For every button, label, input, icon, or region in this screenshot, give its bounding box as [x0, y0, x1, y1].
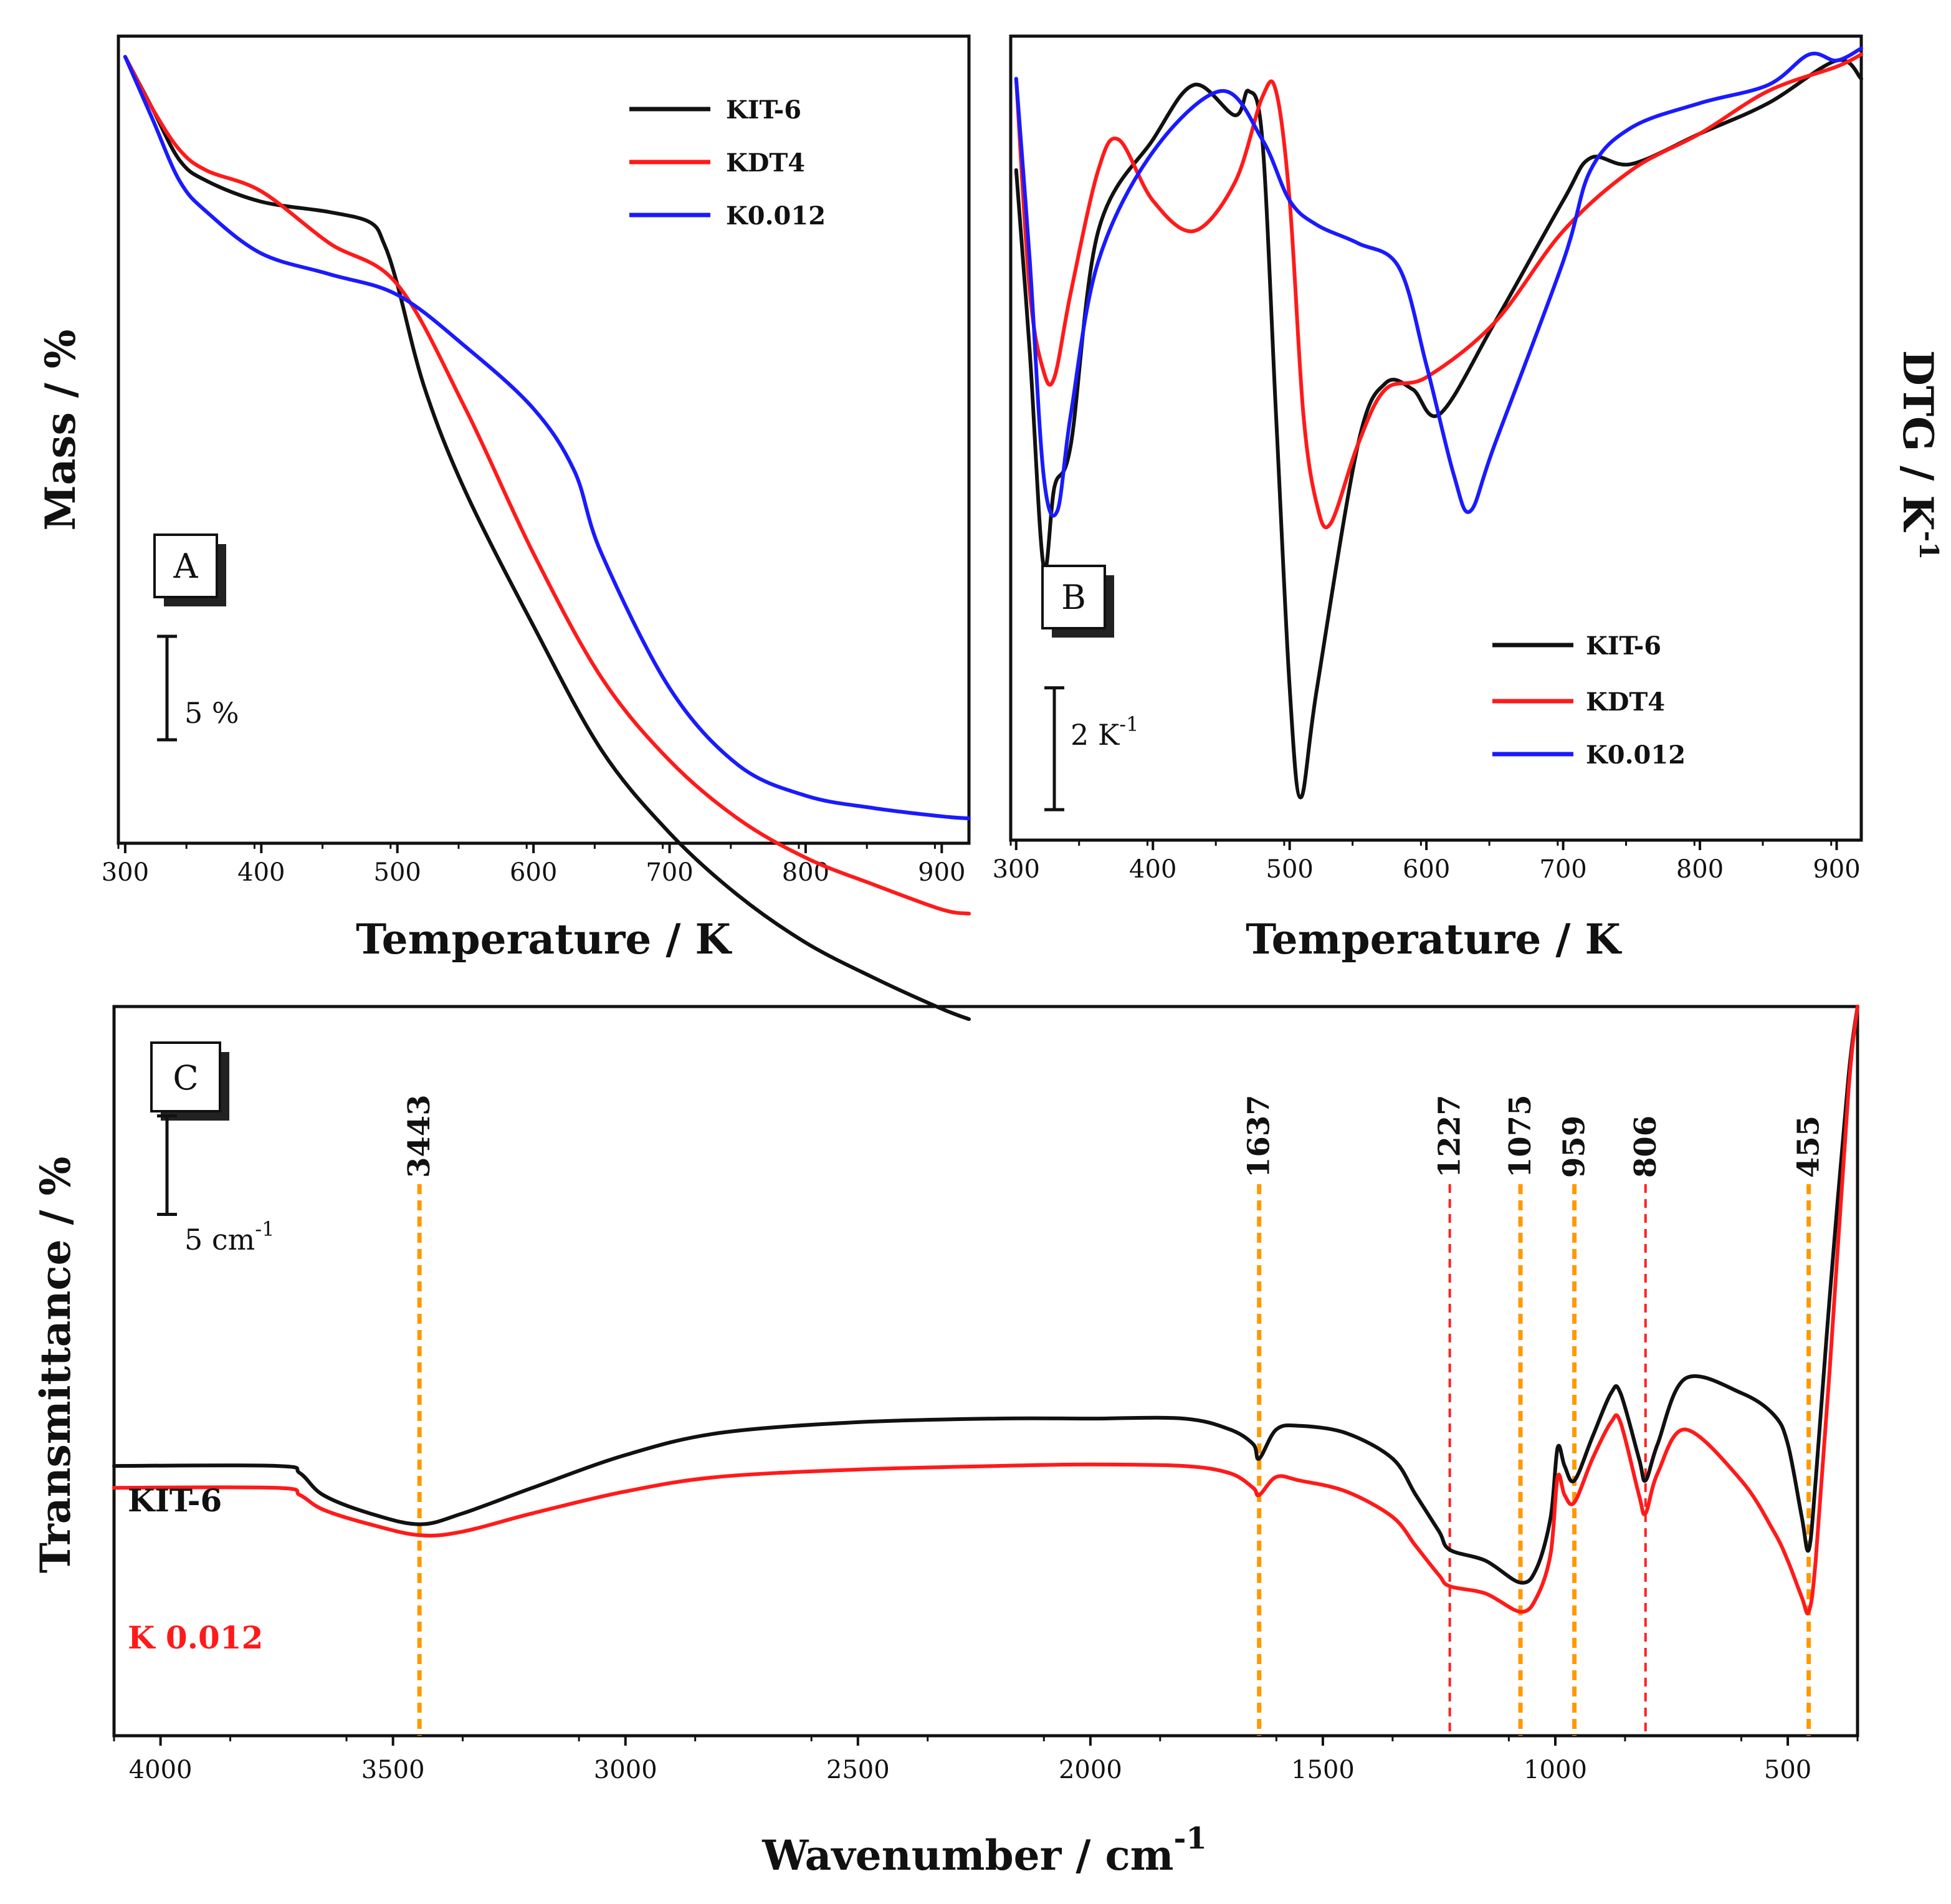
panel-c-ftir-chart: 3443 1637 1227 1075 959 806 455 4000 3500 3000 25…: [31, 1005, 1859, 1880]
panel-c-peak-markers: 3443 1637 1227 1075 959 806 455: [402, 1094, 1826, 1736]
x-tick-label: 400: [1129, 855, 1176, 884]
x-tick-label: 500: [1266, 855, 1314, 884]
panel-b-legend: KIT-6 KDT4 K0.012: [1492, 631, 1686, 770]
series-line-k0012: [123, 55, 971, 821]
panel-b-y-axis-label: DTG / K-1: [1894, 350, 1944, 560]
x-tick-label: 2500: [826, 1756, 890, 1784]
x-tick-label: 600: [510, 858, 557, 887]
legend-label-kdt4: KDT4: [1586, 687, 1665, 717]
legend-label-kit6: KIT-6: [726, 95, 801, 125]
peak-label-1637: 1637: [1242, 1094, 1277, 1178]
series-line-kdt4: [123, 55, 971, 916]
x-tick-label: 900: [1813, 855, 1860, 884]
panel-b-dtg-chart: 300 400 500 600 700 800 900 Temperature / K DT…: [993, 34, 1944, 964]
x-tick-label: 1000: [1524, 1756, 1587, 1784]
series-line-kit6: [1014, 58, 1863, 800]
x-tick-label: 500: [1764, 1756, 1811, 1784]
x-tick-label: 900: [918, 858, 965, 887]
x-tick-label: 800: [782, 858, 829, 887]
panel-a-x-axis-title: Temperature / K: [356, 915, 732, 964]
x-tick-label: 300: [102, 858, 149, 887]
panel-b-letter-box: B: [1041, 565, 1114, 638]
x-tick-label: 400: [237, 858, 285, 887]
x-tick-label: 3500: [361, 1756, 425, 1784]
peak-label-959: 959: [1557, 1116, 1592, 1178]
panel-b-frame: [1009, 34, 1863, 842]
panel-c-x-axis-title: Wavenumber / cm-1: [761, 1821, 1207, 1880]
peak-label-455: 455: [1791, 1116, 1826, 1178]
panel-b-y-axis-title: DTG / K-1: [1894, 350, 1944, 560]
x-tick-label: 1500: [1291, 1756, 1355, 1784]
panel-a-mass-chart: 300 400 500 600 700 800 900 Temperature / K Ma…: [36, 34, 971, 1021]
panel-b-scale-label: 2 K-1: [1071, 712, 1138, 752]
panel-c-scale-bar: 5 cm-1: [157, 1114, 274, 1256]
panel-c-y-axis-title: Transmittance / %: [31, 1157, 80, 1574]
x-tick-label: 3000: [594, 1756, 657, 1784]
x-tick-label: 4000: [129, 1756, 193, 1784]
peak-label-806: 806: [1628, 1116, 1663, 1178]
panel-a-legend: KIT-6 KDT4 K0.012: [629, 95, 826, 231]
panel-b-letter: B: [1061, 578, 1086, 617]
panel-b-letter-frame: [1041, 565, 1106, 629]
series-line-kdt4: [1014, 52, 1863, 530]
panel-a-series: [123, 55, 971, 1021]
x-tick-label: 500: [374, 858, 421, 887]
panel-c-letter-box: C: [150, 1041, 229, 1121]
x-tick-label: 700: [1539, 855, 1586, 884]
panel-a-frame: [117, 34, 971, 845]
x-tick-label: 2000: [1059, 1756, 1122, 1784]
panel-b-x-axis-title: Temperature / K: [1246, 915, 1622, 964]
panel-a-scale-label: 5 %: [184, 696, 239, 730]
series-line-kit6: [112, 1005, 1859, 1585]
panel-a-y-axis-title: Mass / %: [36, 330, 85, 531]
peak-label-1227: 1227: [1433, 1094, 1467, 1178]
panel-a-letter-frame: [153, 533, 218, 598]
series-label-k0012: K 0.012: [128, 1619, 263, 1656]
series-line-k0012: [112, 1005, 1859, 1615]
panel-c-letter-frame: [150, 1041, 221, 1112]
peak-label-1075: 1075: [1503, 1094, 1538, 1178]
panel-b-series: [1014, 46, 1863, 800]
panel-c-letter: C: [173, 1058, 198, 1098]
series-label-kit6: KIT-6: [128, 1482, 222, 1519]
panel-b-ticks: 300 400 500 600 700 800 900: [993, 840, 1861, 884]
panel-c-series: [112, 1005, 1859, 1615]
panel-a-letter: A: [173, 547, 199, 586]
x-tick-label: 300: [993, 855, 1040, 884]
peak-label-3443: 3443: [402, 1094, 437, 1178]
panel-a-ticks: 300 400 500 600 700 800 900: [102, 843, 965, 887]
x-tick-label: 600: [1403, 855, 1450, 884]
panel-b-scale-bar: 2 K-1: [1044, 686, 1138, 811]
legend-label-kdt4: KDT4: [726, 148, 805, 178]
x-tick-label: 800: [1676, 855, 1724, 884]
legend-label-kit6: KIT-6: [1586, 631, 1661, 661]
panel-a-scale-bar: 5 %: [157, 634, 239, 742]
panel-c-scale-label: 5 cm-1: [184, 1217, 274, 1256]
legend-label-k0012: K0.012: [726, 201, 826, 231]
series-line-kit6: [123, 55, 971, 1021]
panel-c-ticks: 4000 3500 3000 2500 2000 1500 1000 500: [113, 1736, 1859, 1784]
x-tick-label: 700: [646, 858, 693, 887]
series-line-k0012: [1014, 46, 1863, 518]
panel-c-frame: [112, 1005, 1859, 1738]
panel-a-letter-box: A: [153, 533, 226, 606]
legend-label-k0012: K0.012: [1586, 740, 1686, 770]
